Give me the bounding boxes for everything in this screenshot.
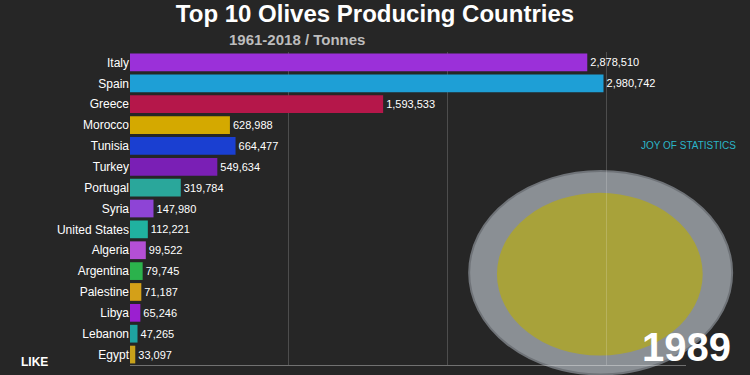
svg-text:Algeria: Algeria	[92, 243, 130, 257]
svg-text:Lebanon: Lebanon	[82, 327, 129, 341]
svg-text:Italy: Italy	[107, 56, 129, 70]
svg-text:Top 10 Olives Producing Countr: Top 10 Olives Producing Countries	[176, 0, 574, 27]
svg-text:99,522: 99,522	[149, 244, 183, 256]
svg-text:33,097: 33,097	[138, 349, 172, 361]
svg-text:65,246: 65,246	[143, 307, 177, 319]
svg-text:147,980: 147,980	[157, 203, 197, 215]
svg-text:549,634: 549,634	[220, 161, 260, 173]
svg-text:79,745: 79,745	[146, 265, 180, 277]
svg-text:2,878,510: 2,878,510	[590, 56, 639, 68]
svg-text:Palestine: Palestine	[80, 285, 130, 299]
svg-text:Spain: Spain	[98, 77, 129, 91]
svg-text:Egypt: Egypt	[98, 348, 129, 362]
svg-text:Tunisia: Tunisia	[91, 139, 130, 153]
svg-text:628,988: 628,988	[233, 119, 273, 131]
svg-text:1961-2018 / Tonnes: 1961-2018 / Tonnes	[229, 31, 365, 48]
svg-text:LIKE: LIKE	[21, 355, 48, 369]
svg-text:Portugal: Portugal	[84, 181, 129, 195]
svg-text:Morocco: Morocco	[83, 118, 129, 132]
svg-text:47,265: 47,265	[141, 328, 175, 340]
svg-text:United States: United States	[57, 223, 129, 237]
svg-text:2,980,742: 2,980,742	[607, 77, 656, 89]
svg-text:Syria: Syria	[102, 202, 130, 216]
svg-text:1,593,533: 1,593,533	[386, 98, 435, 110]
svg-text:112,221: 112,221	[151, 223, 190, 235]
svg-text:Turkey: Turkey	[93, 160, 129, 174]
svg-text:JOY OF STATISTICS: JOY OF STATISTICS	[641, 140, 736, 151]
svg-text:Greece: Greece	[90, 97, 130, 111]
svg-text:Argentina: Argentina	[78, 264, 130, 278]
svg-text:319,784: 319,784	[184, 182, 224, 194]
svg-text:Libya: Libya	[100, 306, 129, 320]
svg-text:71,187: 71,187	[144, 286, 178, 298]
svg-text:1989: 1989	[642, 325, 731, 369]
svg-text:664,477: 664,477	[239, 140, 279, 152]
